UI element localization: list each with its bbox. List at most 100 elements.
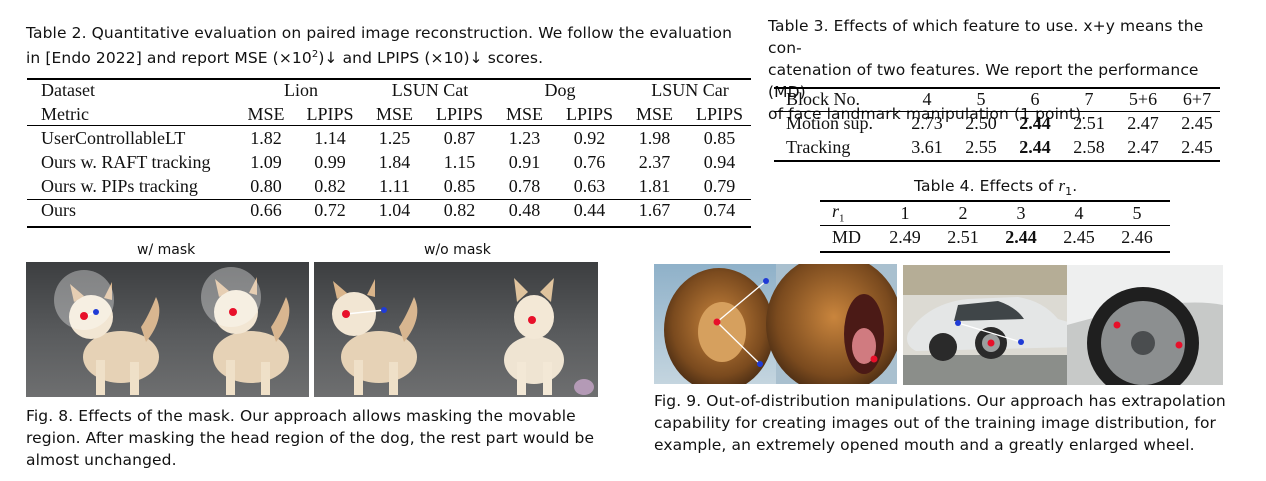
row-name: Ours w. RAFT tracking <box>41 151 211 172</box>
target-point-icon <box>757 361 763 367</box>
fig8-label-nomask: w/o mask <box>424 242 491 258</box>
fig9-lion-image <box>654 264 897 384</box>
table2: Dataset Lion LSUN Cat Dog LSUN Car Metri… <box>35 78 755 222</box>
fig9-caption-line2: capability for creating images out of th… <box>654 414 1216 432</box>
table-cell: 2.47 <box>1127 112 1159 133</box>
block-header: 4 <box>922 88 932 109</box>
dataset-lsun-cat: LSUN Cat <box>391 79 469 100</box>
drag-line <box>957 322 1022 343</box>
table2-header-dataset: Dataset <box>41 79 95 100</box>
table4-caption: Table 4. Effects of r1. <box>914 176 1078 199</box>
table-cell: 0.94 <box>703 151 736 172</box>
metric-cell: LPIPS <box>435 103 483 124</box>
table-cell: 0.87 <box>443 127 476 148</box>
table-row: Ours w. PIPs tracking 0.80 0.82 1.11 0.8… <box>35 174 755 198</box>
table-cell: 0.85 <box>703 127 736 148</box>
table-cell: 2.51 <box>947 226 979 247</box>
fig8-caption-line2: region. After masking the head region of… <box>26 429 595 447</box>
target-point-icon <box>955 320 961 326</box>
target-point-icon <box>381 307 387 313</box>
table-cell: 0.78 <box>508 175 541 196</box>
table3-caption: Table 3. Effects of which feature to use… <box>768 15 1238 125</box>
table-cell: 0.92 <box>573 127 606 148</box>
table-cell: 1 <box>900 202 910 223</box>
table-cell: 2.45 <box>1181 112 1213 133</box>
fig9-caption: Fig. 9. Out-of-distribution manipulation… <box>654 390 1244 456</box>
table3-header-row: Block No. 4 5 6 7 5+6 6+7 <box>780 87 1224 111</box>
table-cell: 2 <box>958 202 968 223</box>
table-row: Ours w. RAFT tracking 1.09 0.99 1.84 1.1… <box>35 150 755 174</box>
table2-caption: Table 2. Quantitative evaluation on pair… <box>26 22 756 69</box>
dataset-lsun-car: LSUN Car <box>651 79 729 100</box>
fig8-label-mask: w/ mask <box>137 242 196 258</box>
table-cell: 1.25 <box>378 127 411 148</box>
table-cell: 5 <box>1132 202 1142 223</box>
table4-bottom-rule <box>820 251 1170 253</box>
table4-md-row: MD 2.49 2.51 2.44 2.45 2.46 <box>826 225 1166 249</box>
fig9-caption-line3: example, an extremely opened mouth and a… <box>654 436 1195 454</box>
metric-cell: LPIPS <box>565 103 613 124</box>
table-cell: 2.47 <box>1127 136 1159 157</box>
table-cell: 0.85 <box>443 175 476 196</box>
car-shape <box>907 297 1082 361</box>
fig8-caption: Fig. 8. Effects of the mask. Our approac… <box>26 405 606 471</box>
table2-dataset-row: Dataset Lion LSUN Cat Dog LSUN Car <box>35 78 755 102</box>
handle-point-icon <box>987 339 995 347</box>
table4-r1-label: r1 <box>832 201 845 225</box>
table3-top-rule <box>774 87 1220 89</box>
table2-sep-rule <box>27 199 751 200</box>
target-point-icon <box>763 278 769 284</box>
table-cell: 2.46 <box>1121 226 1153 247</box>
target-point-icon <box>93 309 99 315</box>
table-cell: 1.23 <box>508 127 541 148</box>
drag-line <box>718 323 761 365</box>
row-name: Ours w. PIPs tracking <box>41 175 198 196</box>
table-cell: 1.67 <box>638 199 671 220</box>
table-cell: 2.58 <box>1073 136 1105 157</box>
table3-caption-line1: Table 3. Effects of which feature to use… <box>768 17 1204 57</box>
table-cell: 0.72 <box>314 199 346 220</box>
table4: r1 1 2 3 4 5 MD 2.49 2.51 2.44 2.45 2.46 <box>826 201 1166 249</box>
table-cell: 4 <box>1074 202 1084 223</box>
drag-line <box>716 280 767 323</box>
fig9-car-image <box>903 265 1223 385</box>
table-cell: 2.44 <box>1019 112 1051 133</box>
block-header: 5 <box>976 88 986 109</box>
table-cell: 1.81 <box>638 175 671 196</box>
table4-md-label: MD <box>832 226 862 247</box>
table3-mid-rule <box>774 111 1220 112</box>
table-cell: 2.49 <box>889 226 921 247</box>
dog-shape <box>504 278 594 395</box>
table-cell: 2.37 <box>638 151 671 172</box>
table-cell: 1.14 <box>314 127 346 148</box>
table-cell: 0.82 <box>314 175 346 196</box>
handle-point-icon <box>342 310 350 318</box>
dataset-dog: Dog <box>544 79 576 100</box>
row-name: UserControllableLT <box>41 127 186 148</box>
table2-top-rule <box>27 78 751 80</box>
table3-caption-line3: of face landmark manipulation (1 point). <box>768 105 1087 123</box>
table-cell: 2.44 <box>1005 226 1037 247</box>
table2-mid-rule <box>27 125 751 126</box>
block-header: 5+6 <box>1128 88 1158 109</box>
dog-shape <box>69 282 160 395</box>
table2-header-metric: Metric <box>41 103 89 124</box>
table-cell: 0.80 <box>250 175 282 196</box>
table3: Block No. 4 5 6 7 5+6 6+7 Motion sup. 2.… <box>780 87 1224 159</box>
table3-bottom-rule <box>774 160 1220 162</box>
table-cell: 2.55 <box>965 136 997 157</box>
table-cell: 0.66 <box>250 199 282 220</box>
table-cell: 1.84 <box>378 151 411 172</box>
table-row-ours: Ours 0.66 0.72 1.04 0.82 0.48 0.44 1.67 … <box>35 198 755 222</box>
table-cell: 1.11 <box>379 175 410 196</box>
metric-cell: LPIPS <box>306 103 354 124</box>
table-cell: 0.82 <box>443 199 476 220</box>
mask-circle <box>54 270 114 330</box>
table-cell: 2.51 <box>1073 112 1105 133</box>
row-name: Motion sup. <box>786 112 874 133</box>
table-cell: 0.44 <box>573 199 606 220</box>
dog-shape <box>332 279 418 395</box>
metric-cell: LPIPS <box>695 103 743 124</box>
table-row: Tracking 3.61 2.55 2.44 2.58 2.47 2.45 <box>780 135 1224 159</box>
table-cell: 0.48 <box>508 199 541 220</box>
